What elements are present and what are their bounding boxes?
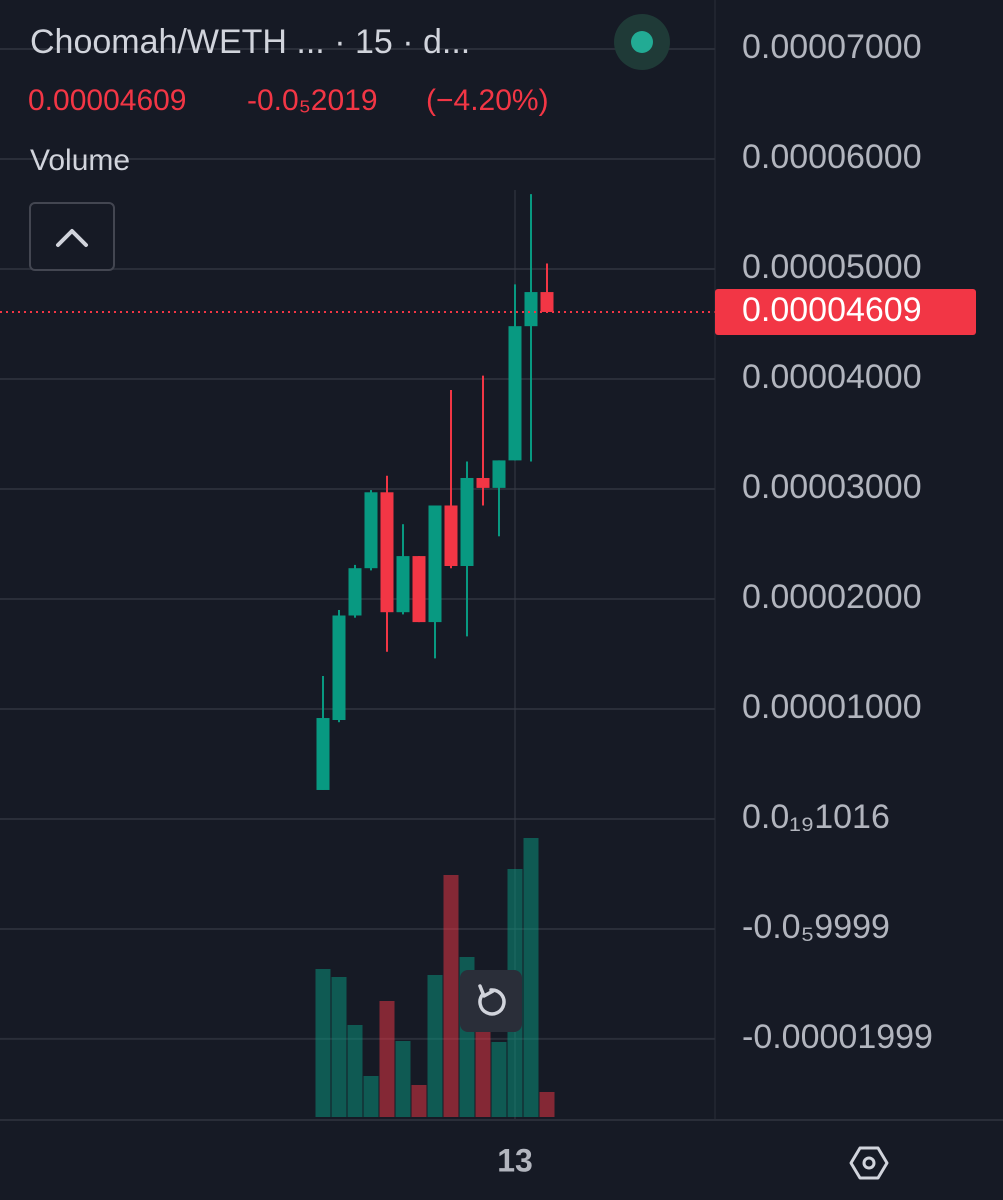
y-tick-label: 0.00006000 — [742, 138, 922, 176]
candle-body — [428, 505, 442, 623]
volume-bar — [331, 977, 347, 1117]
volume-bar — [395, 1041, 411, 1117]
settings-icon[interactable] — [849, 1146, 889, 1180]
volume-bar — [491, 1042, 507, 1117]
volume-bar — [443, 875, 459, 1117]
volume-bar — [523, 838, 539, 1117]
volume-bar — [363, 1076, 379, 1117]
candle-body — [412, 556, 426, 623]
candle-body — [396, 556, 410, 613]
y-tick-label: -0.00001999 — [742, 1018, 933, 1056]
candle-body — [524, 292, 538, 327]
y-tick-label: -0.0₅9999 — [742, 908, 890, 946]
volume-bar — [347, 1025, 363, 1117]
collapse-icon — [56, 229, 88, 247]
reset-icon — [478, 988, 506, 1016]
price-change-percent: (−4.20%) — [426, 84, 549, 117]
collapse-button-box[interactable] — [29, 202, 115, 271]
candle-body — [540, 292, 554, 312]
y-tick-label: 0.00004000 — [742, 358, 922, 396]
candle-body — [460, 477, 474, 566]
y-tick-label: 0.0₁₉1016 — [742, 798, 890, 836]
chart-title: Choomah/WETH ... · 15 · d... — [30, 23, 470, 61]
last-price: 0.00004609 — [28, 84, 187, 117]
volume-bar — [475, 1030, 491, 1117]
volume-bar — [315, 969, 331, 1117]
settings-icon-center — [862, 1156, 876, 1170]
volume-bar — [539, 1092, 555, 1117]
candle-body — [492, 460, 506, 488]
reset-icon-arrow — [478, 984, 495, 998]
x-tick-label: 13 — [497, 1142, 533, 1178]
candle-body — [380, 492, 394, 613]
volume-bar — [411, 1085, 427, 1117]
candle-body — [316, 718, 330, 790]
last-price-label: 0.00004609 — [742, 291, 922, 329]
volume-bar — [379, 1001, 395, 1117]
volume-bar — [427, 975, 443, 1117]
candle-body — [348, 568, 362, 616]
candle-body — [364, 492, 378, 569]
settings-button[interactable] — [849, 1146, 889, 1180]
y-tick-label: 0.00001000 — [742, 688, 922, 726]
price-change: -0.0₅2019 — [247, 84, 378, 117]
reset-button[interactable] — [460, 970, 522, 1032]
candle-body — [508, 326, 522, 461]
y-tick-label: 0.00002000 — [742, 578, 922, 616]
reset-button-box[interactable] — [460, 970, 522, 1032]
price-axis: 0.00007000 0.00006000 0.00005000 0.00004000… — [715, 28, 976, 1056]
last-price-box — [715, 288, 976, 335]
collapse-button[interactable] — [29, 202, 115, 271]
candle-body — [476, 477, 490, 488]
y-tick-label: 0.00005000 — [742, 248, 922, 286]
candle-body — [332, 615, 346, 721]
status-dot — [631, 31, 653, 53]
y-tick-label: 0.00003000 — [742, 468, 922, 506]
candle-body — [444, 505, 458, 566]
y-tick-label: 0.00007000 — [742, 28, 922, 66]
volume-label: Volume — [30, 144, 130, 177]
